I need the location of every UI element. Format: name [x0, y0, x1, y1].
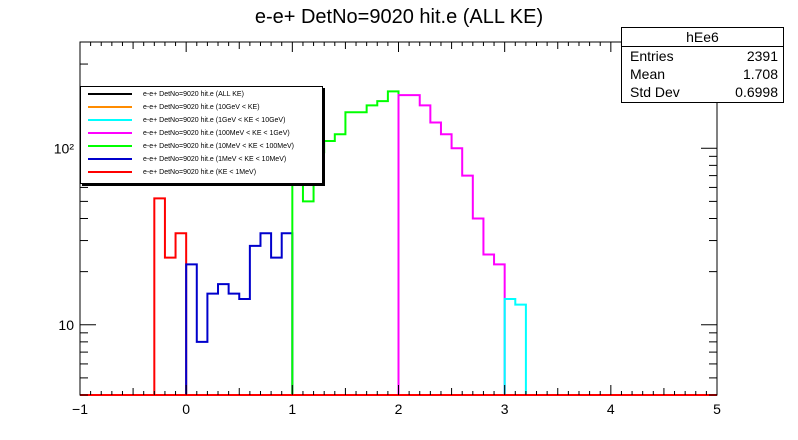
legend-swatch: [88, 106, 132, 108]
stats-label: Std Dev: [630, 84, 680, 100]
stats-value: 0.6998: [735, 84, 778, 100]
x-tick-label: 5: [713, 401, 721, 417]
legend-item: e-e+ DetNo=9020 hit.e (1GeV < KE < 10GeV…: [81, 114, 321, 127]
stats-histogram-name: hEe6: [622, 28, 783, 47]
series-line-1: [185, 232, 294, 395]
legend-label: e-e+ DetNo=9020 hit.e (KE < 1MeV): [143, 169, 257, 176]
series-line-0: [153, 197, 188, 395]
x-tick-label: 1: [288, 401, 296, 417]
stats-value: 1.708: [742, 66, 778, 82]
legend-swatch: [88, 132, 132, 134]
legend-swatch: [88, 171, 132, 173]
y-tick-label: 10: [58, 317, 74, 333]
x-tick-label: 4: [607, 401, 615, 417]
series-line-2: [291, 90, 400, 395]
chart-title: e-e+ DetNo=9020 hit.e (ALL KE): [254, 6, 544, 28]
stats-label: Mean: [630, 66, 666, 82]
legend-item: e-e+ DetNo=9020 hit.e (1MeV < KE < 10MeV…: [81, 153, 321, 166]
series-line-4: [503, 297, 527, 395]
stats-row-mean: Mean 1.708: [622, 65, 783, 83]
x-tick-label: 0: [182, 401, 190, 417]
legend-item: e-e+ DetNo=9020 hit.e (ALL KE): [81, 88, 321, 101]
legend-swatch: [88, 119, 132, 121]
legend-label: e-e+ DetNo=9020 hit.e (ALL KE): [143, 91, 244, 98]
legend-item: e-e+ DetNo=9020 hit.e (10GeV < KE): [81, 101, 321, 114]
x-tick-label: 2: [395, 401, 403, 417]
stats-value: 2391: [746, 48, 778, 64]
legend-item: e-e+ DetNo=9020 hit.e (100MeV < KE < 1Ge…: [81, 127, 321, 140]
legend-label: e-e+ DetNo=9020 hit.e (1MeV < KE < 10MeV…: [143, 156, 287, 163]
legend-item: e-e+ DetNo=9020 hit.e (KE < 1MeV): [81, 166, 321, 179]
stats-row-entries: Entries 2391: [622, 47, 783, 65]
legend-item: e-e+ DetNo=9020 hit.e (10MeV < KE < 100M…: [81, 140, 321, 153]
series-line-3: [397, 94, 506, 395]
legend-label: e-e+ DetNo=9020 hit.e (1GeV < KE < 10GeV…: [143, 117, 286, 124]
legend-swatch: [88, 145, 132, 147]
legend-label: e-e+ DetNo=9020 hit.e (10GeV < KE): [143, 104, 260, 111]
y-tick-label: 10²: [54, 140, 75, 156]
stats-box: hEe6 Entries 2391 Mean 1.708 Std Dev 0.6…: [621, 27, 784, 103]
x-tick-label: 3: [501, 401, 509, 417]
legend-label: e-e+ DetNo=9020 hit.e (10MeV < KE < 100M…: [143, 143, 294, 150]
legend-swatch: [88, 93, 132, 95]
stats-label: Entries: [630, 48, 674, 64]
x-tick-label: −1: [72, 401, 88, 417]
legend: e-e+ DetNo=9020 hit.e (ALL KE) e-e+ DetN…: [80, 86, 323, 184]
stats-row-stddev: Std Dev 0.6998: [622, 83, 783, 101]
legend-swatch: [88, 158, 132, 160]
legend-label: e-e+ DetNo=9020 hit.e (100MeV < KE < 1Ge…: [143, 130, 290, 137]
